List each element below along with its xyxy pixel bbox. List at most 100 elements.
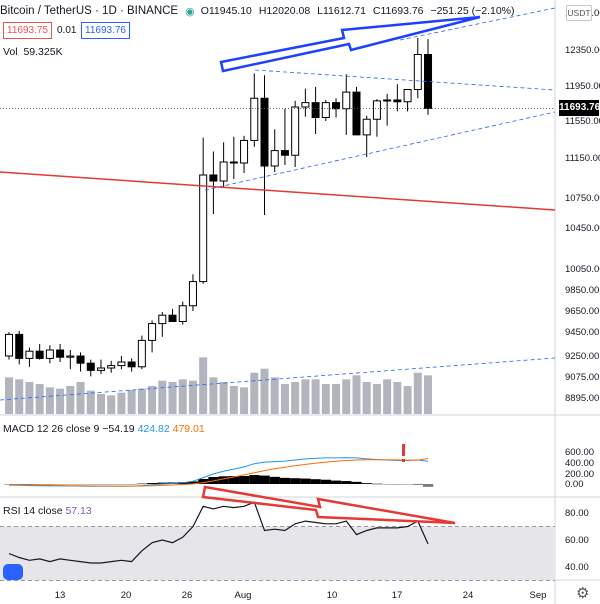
candle-up <box>137 339 146 368</box>
time-tick-label: 17 <box>392 590 403 601</box>
volume-bar <box>96 394 105 414</box>
candle-up <box>219 161 228 182</box>
symbol-title[interactable]: Bitcoin / TetherUS · 1D · BINANCE <box>0 5 179 17</box>
price-tick-label: 10750.00 <box>565 193 600 204</box>
macd-histogram-bar <box>147 483 158 484</box>
macd-legend: MACD 12 26 close 9 −54.19 424.82 479.01 <box>3 423 205 435</box>
macd-histogram-bar <box>310 479 321 484</box>
currency-button[interactable]: USDT <box>566 5 592 21</box>
volume-bar <box>413 372 422 414</box>
volume-bar <box>56 388 65 414</box>
macd-histogram-bar <box>300 478 311 484</box>
candle-up <box>342 91 351 110</box>
time-tick-label: 24 <box>463 590 474 601</box>
candle-down <box>86 362 95 371</box>
exclamation-mark <box>402 444 405 456</box>
candle-up <box>250 97 259 141</box>
candle-up <box>66 355 75 358</box>
macd-signal-line <box>8 458 429 487</box>
candle-up <box>158 314 167 325</box>
volume-bar <box>35 384 44 414</box>
candle-down <box>393 99 402 103</box>
volume-bar <box>332 384 341 414</box>
price-tick-label: 11950.00 <box>565 81 600 92</box>
rsi-tick-label: 80.00 <box>565 508 589 519</box>
candle-down <box>209 174 218 182</box>
price-tick-label: 10450.00 <box>565 223 600 234</box>
volume-bar <box>137 388 146 414</box>
volume-bar <box>199 357 208 414</box>
macd-histogram-bar <box>279 477 291 484</box>
macd-tick-label: 600.00 <box>565 447 594 458</box>
macd-histogram-bar <box>320 479 332 484</box>
dashed-channel-top <box>254 69 556 91</box>
macd-histogram-bar <box>24 484 35 485</box>
price-axis[interactable]: 12750.0012350.0011950.0011550.0011150.00… <box>565 8 600 404</box>
volume-bar <box>301 379 310 414</box>
volume-bar <box>403 386 412 414</box>
time-tick-label: Aug <box>235 590 252 601</box>
candle-up <box>383 99 392 102</box>
volume-bar <box>107 395 116 414</box>
rsi-axis[interactable]: 80.00 60.00 40.00 <box>565 508 589 573</box>
time-tick-label: Sep <box>530 590 547 601</box>
candle-down <box>352 91 361 136</box>
price-tick-label: 9250.00 <box>565 351 599 362</box>
price-tick-label: 9075.00 <box>565 372 599 383</box>
tradingview-logo-icon[interactable] <box>3 564 23 580</box>
candle-up <box>240 139 249 164</box>
price-tick-label: 8895.00 <box>565 393 599 404</box>
macd-histogram-bar <box>34 484 45 485</box>
eye-icon[interactable]: ◉ <box>185 5 195 18</box>
candle-up <box>148 323 157 341</box>
red-trendline <box>0 171 556 211</box>
candle-down <box>168 314 177 323</box>
candle-up <box>96 367 105 371</box>
candle-down <box>127 361 136 368</box>
volume-bar <box>86 390 95 414</box>
volume-bar <box>240 387 249 414</box>
time-tick-label: 26 <box>182 590 193 601</box>
macd-histogram-bar <box>65 484 76 485</box>
candle-down <box>35 350 44 359</box>
volume-bar <box>127 390 136 414</box>
candle-up <box>403 89 412 103</box>
price-tick-label: 11550.00 <box>565 116 600 127</box>
volume-bar <box>260 368 269 414</box>
macd-signal-value: 479.01 <box>172 423 205 435</box>
time-axis[interactable]: 13 20 26 Aug 10 17 24 Sep <box>55 590 547 601</box>
high-value: 12020.08 <box>266 5 311 17</box>
candle-up <box>178 305 187 322</box>
macd-histogram-bar <box>55 484 66 485</box>
macd-histogram-bar <box>351 481 362 484</box>
volume-bar <box>393 382 402 414</box>
time-tick-label: 20 <box>121 590 132 601</box>
volume-bar <box>45 387 54 414</box>
sell-button[interactable]: 11693.75 <box>3 22 52 39</box>
volume-bar <box>250 372 259 414</box>
volume-bar <box>117 392 126 414</box>
exclamation-dot <box>402 459 405 462</box>
macd-histogram-bar <box>75 484 86 485</box>
volume-bar <box>291 382 300 414</box>
candle-down <box>260 97 269 167</box>
buy-button[interactable]: 11693.76 <box>81 22 130 39</box>
volume-bar <box>342 379 351 414</box>
macd-histogram-bar <box>239 476 250 484</box>
macd-histogram-bar <box>136 483 148 485</box>
price-tick-label: 10050.00 <box>565 264 600 275</box>
volume-bar <box>270 377 279 414</box>
macd-histogram-bar <box>106 484 117 485</box>
dashed-channel-bottom <box>204 111 556 191</box>
macd-histogram-bar <box>361 483 372 484</box>
macd-tick-label: 200.00 <box>565 469 594 480</box>
candle-up <box>413 54 422 90</box>
candle-down <box>280 150 289 156</box>
macd-histogram-bar <box>249 475 260 484</box>
macd-histogram-bar <box>116 484 127 485</box>
gear-icon[interactable]: ⚙ <box>576 585 590 602</box>
time-tick-label: 13 <box>55 590 66 601</box>
macd-histogram-bar <box>228 476 240 484</box>
